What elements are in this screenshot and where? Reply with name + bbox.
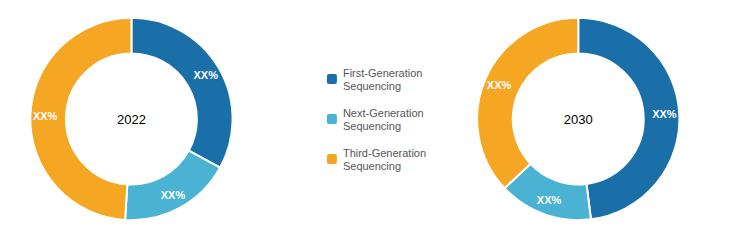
svg-text:Sequencing: Sequencing <box>343 160 401 172</box>
svg-text:XX%: XX% <box>487 79 512 91</box>
svg-text:XX%: XX% <box>193 69 218 81</box>
svg-text:XX%: XX% <box>161 189 186 201</box>
svg-text:XX%: XX% <box>33 110 58 122</box>
svg-text:XX%: XX% <box>537 194 562 206</box>
svg-text:2022: 2022 <box>117 112 146 127</box>
svg-text:Sequencing: Sequencing <box>343 120 401 132</box>
svg-text:Next-Generation: Next-Generation <box>343 107 424 119</box>
svg-text:Third-Generation: Third-Generation <box>343 147 426 159</box>
svg-text:Sequencing: Sequencing <box>343 80 401 92</box>
svg-text:2030: 2030 <box>564 112 593 127</box>
svg-text:XX%: XX% <box>652 108 677 120</box>
svg-text:First-Generation: First-Generation <box>343 67 422 79</box>
